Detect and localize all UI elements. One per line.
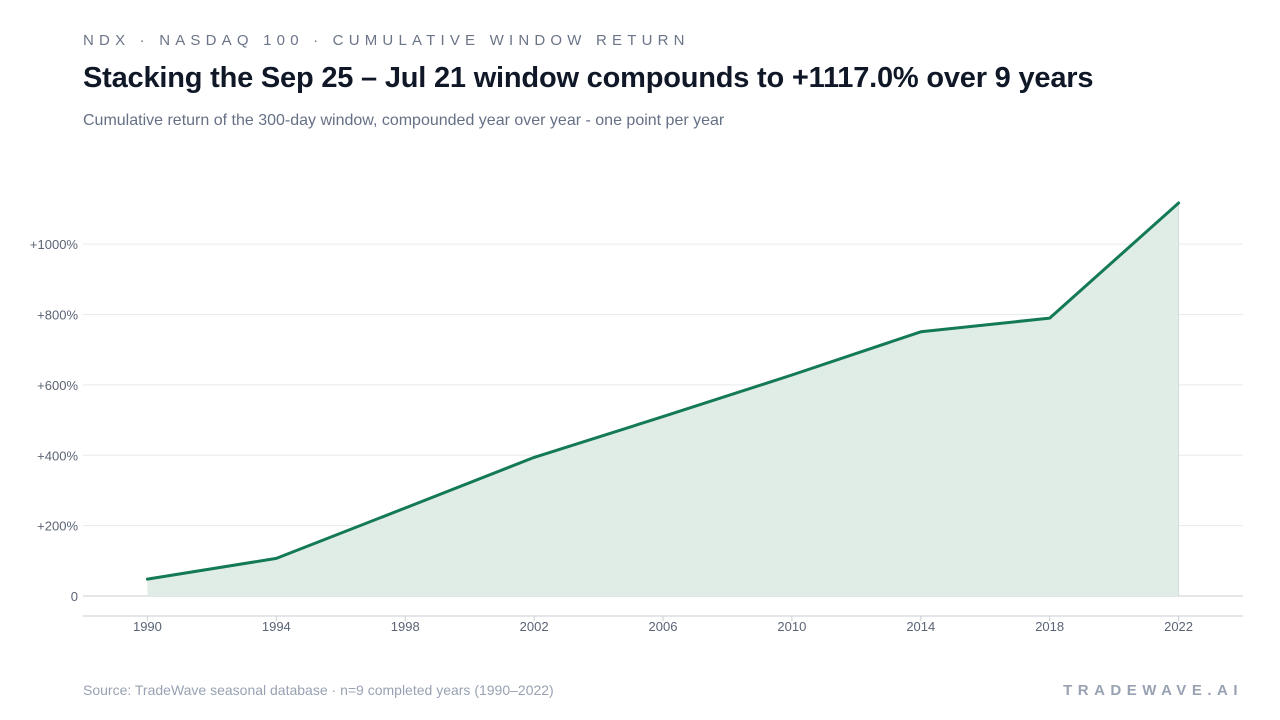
x-tick-label: 2022 <box>1164 619 1193 634</box>
x-tick-label: 1998 <box>391 619 420 634</box>
x-tick-label: 1994 <box>262 619 291 634</box>
source-note: Source: TradeWave seasonal database · n=… <box>83 682 554 698</box>
area-layer <box>145 201 1181 596</box>
y-tick-label: +200% <box>37 519 78 534</box>
x-tick-label: 2002 <box>520 619 549 634</box>
label-layer: 0 +200% +400% +600% +800% +1000% 1990 1994 1998 2… <box>30 237 1193 634</box>
chart-title: Stacking the Sep 25 – Jul 21 window comp… <box>83 62 1094 94</box>
y-tick-label: +600% <box>37 378 78 393</box>
x-tick-label: 2018 <box>1035 619 1064 634</box>
x-tick-label: 1990 <box>133 619 162 634</box>
brand-logo-text: TRADEWAVE.AI <box>1063 682 1243 699</box>
y-tick-label: 0 <box>71 589 78 604</box>
y-tick-label: +400% <box>37 448 78 463</box>
area-fill <box>147 203 1179 596</box>
chart-subtitle: Cumulative return of the 300-day window,… <box>83 112 725 129</box>
chart-kicker: NDX · NASDAQ 100 · CUMULATIVE WINDOW RET… <box>83 32 690 49</box>
axis-layer <box>83 615 1243 621</box>
x-tick-label: 2006 <box>649 619 678 634</box>
y-tick-label: +800% <box>37 308 78 323</box>
y-tick-label: +1000% <box>30 237 79 252</box>
x-tick-label: 2010 <box>777 619 806 634</box>
x-tick-label: 2014 <box>906 619 935 634</box>
